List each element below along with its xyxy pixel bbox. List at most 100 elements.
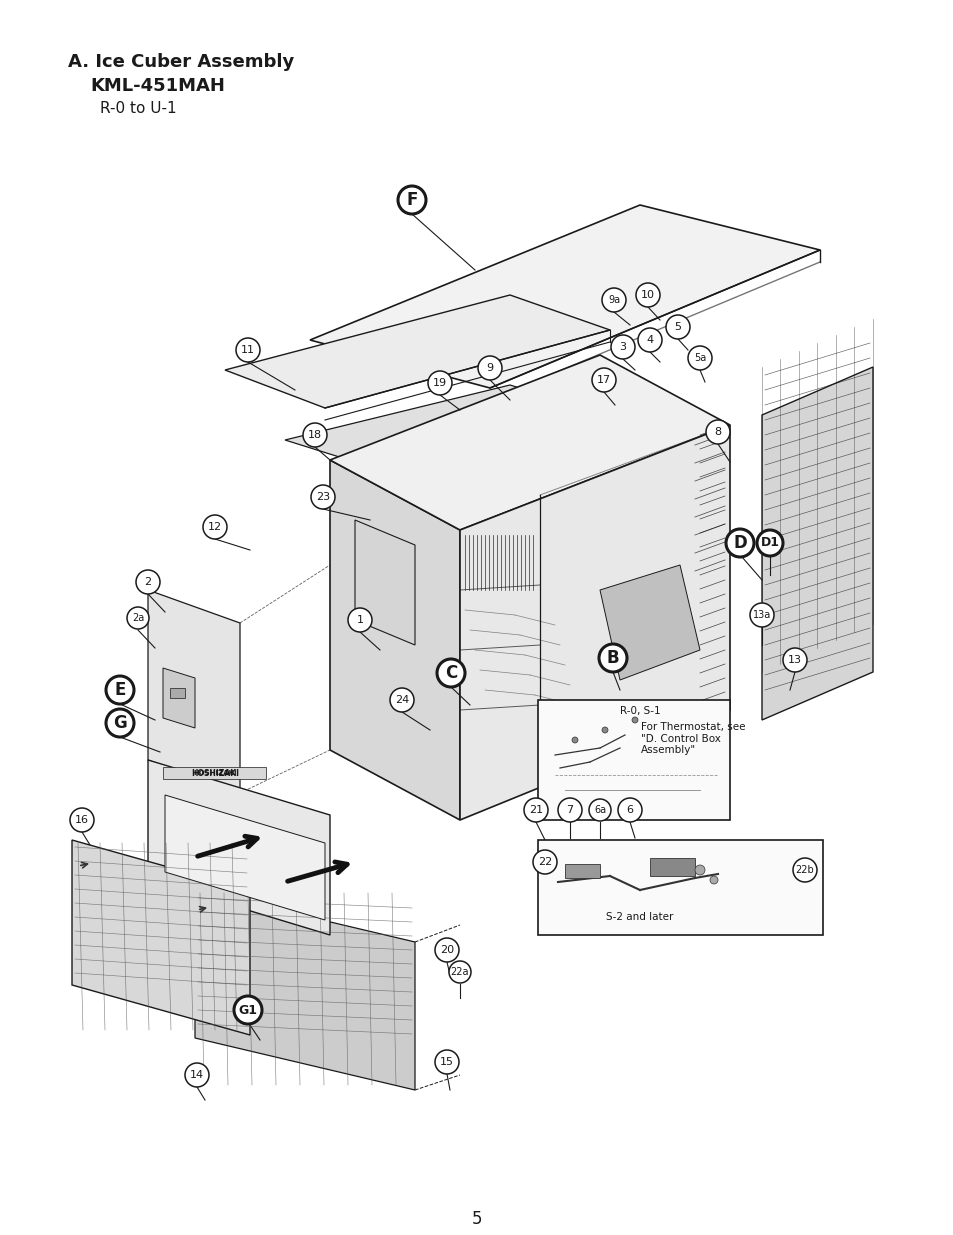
Circle shape [203, 515, 227, 538]
Circle shape [687, 346, 711, 370]
Circle shape [127, 606, 149, 629]
Polygon shape [148, 590, 240, 793]
Bar [537, 700, 729, 820]
Polygon shape [71, 840, 250, 1035]
Text: D1: D1 [760, 536, 779, 550]
Circle shape [435, 939, 458, 962]
Circle shape [428, 370, 452, 395]
Circle shape [705, 420, 729, 445]
Text: 15: 15 [439, 1057, 454, 1067]
Circle shape [636, 283, 659, 308]
Circle shape [106, 709, 133, 737]
Text: F: F [406, 191, 417, 209]
Circle shape [436, 659, 464, 687]
Circle shape [233, 995, 262, 1024]
Text: 9a: 9a [607, 295, 619, 305]
Text: 5a: 5a [693, 353, 705, 363]
Circle shape [782, 648, 806, 672]
Bar [170, 688, 185, 698]
Circle shape [598, 643, 626, 672]
Circle shape [709, 876, 718, 884]
Circle shape [725, 529, 753, 557]
Polygon shape [761, 367, 872, 720]
Polygon shape [355, 520, 415, 645]
Text: 5: 5 [471, 1210, 482, 1228]
Bar [163, 767, 266, 779]
Text: 17: 17 [597, 375, 611, 385]
Text: 14: 14 [190, 1070, 204, 1079]
Circle shape [435, 1050, 458, 1074]
Polygon shape [225, 295, 609, 408]
Circle shape [610, 335, 635, 359]
Circle shape [390, 688, 414, 713]
Circle shape [757, 530, 782, 556]
Text: 2: 2 [144, 577, 152, 587]
Text: 5: 5 [674, 322, 680, 332]
Text: 19: 19 [433, 378, 447, 388]
Polygon shape [330, 459, 459, 820]
Text: 13a: 13a [752, 610, 770, 620]
Circle shape [592, 368, 616, 391]
Text: 3: 3 [618, 342, 626, 352]
Circle shape [348, 608, 372, 632]
Circle shape [665, 315, 689, 338]
Circle shape [311, 485, 335, 509]
Circle shape [558, 798, 581, 823]
Circle shape [70, 808, 94, 832]
Text: 21: 21 [528, 805, 542, 815]
Text: S-2 and later: S-2 and later [606, 911, 673, 923]
Text: 8: 8 [714, 427, 720, 437]
Text: C: C [444, 664, 456, 682]
Text: R-0 to U-1: R-0 to U-1 [100, 101, 176, 116]
Text: 11: 11 [241, 345, 254, 354]
Bar [649, 858, 695, 876]
Text: 12: 12 [208, 522, 222, 532]
Text: 6a: 6a [594, 805, 605, 815]
Circle shape [185, 1063, 209, 1087]
Polygon shape [459, 425, 729, 820]
Text: G1: G1 [238, 1004, 257, 1016]
Text: HOSHIZAKI: HOSHIZAKI [193, 769, 236, 776]
Circle shape [695, 864, 704, 876]
Bar [564, 864, 599, 878]
Polygon shape [165, 795, 325, 920]
Circle shape [477, 356, 501, 380]
Circle shape [792, 858, 816, 882]
Text: 18: 18 [308, 430, 322, 440]
Polygon shape [310, 205, 820, 388]
Circle shape [601, 727, 607, 734]
Text: 7: 7 [566, 805, 573, 815]
Text: 22b: 22b [795, 864, 814, 876]
Circle shape [631, 718, 638, 722]
Text: 6: 6 [626, 805, 633, 815]
Circle shape [449, 961, 471, 983]
Text: 4: 4 [646, 335, 653, 345]
Text: A. Ice Cuber Assembly: A. Ice Cuber Assembly [68, 53, 294, 70]
Circle shape [397, 186, 426, 214]
Circle shape [303, 424, 327, 447]
Text: 20: 20 [439, 945, 454, 955]
Text: 2a: 2a [132, 613, 144, 622]
Text: 16: 16 [75, 815, 89, 825]
Circle shape [136, 571, 160, 594]
Text: 13: 13 [787, 655, 801, 664]
Text: 24: 24 [395, 695, 409, 705]
Text: 22: 22 [537, 857, 552, 867]
Text: HOSHIZAKI: HOSHIZAKI [191, 768, 239, 778]
Text: 23: 23 [315, 492, 330, 501]
Circle shape [235, 338, 260, 362]
Circle shape [588, 799, 610, 821]
Circle shape [638, 329, 661, 352]
Text: 22a: 22a [450, 967, 469, 977]
Bar [537, 840, 822, 935]
Circle shape [523, 798, 547, 823]
Circle shape [618, 798, 641, 823]
Text: E: E [114, 680, 126, 699]
Text: 10: 10 [640, 290, 655, 300]
Text: For Thermostat, see
"D. Control Box
Assembly": For Thermostat, see "D. Control Box Asse… [640, 722, 744, 755]
Polygon shape [330, 354, 729, 530]
Circle shape [749, 603, 773, 627]
Polygon shape [285, 385, 589, 466]
Text: G: G [113, 714, 127, 732]
Polygon shape [194, 890, 415, 1091]
